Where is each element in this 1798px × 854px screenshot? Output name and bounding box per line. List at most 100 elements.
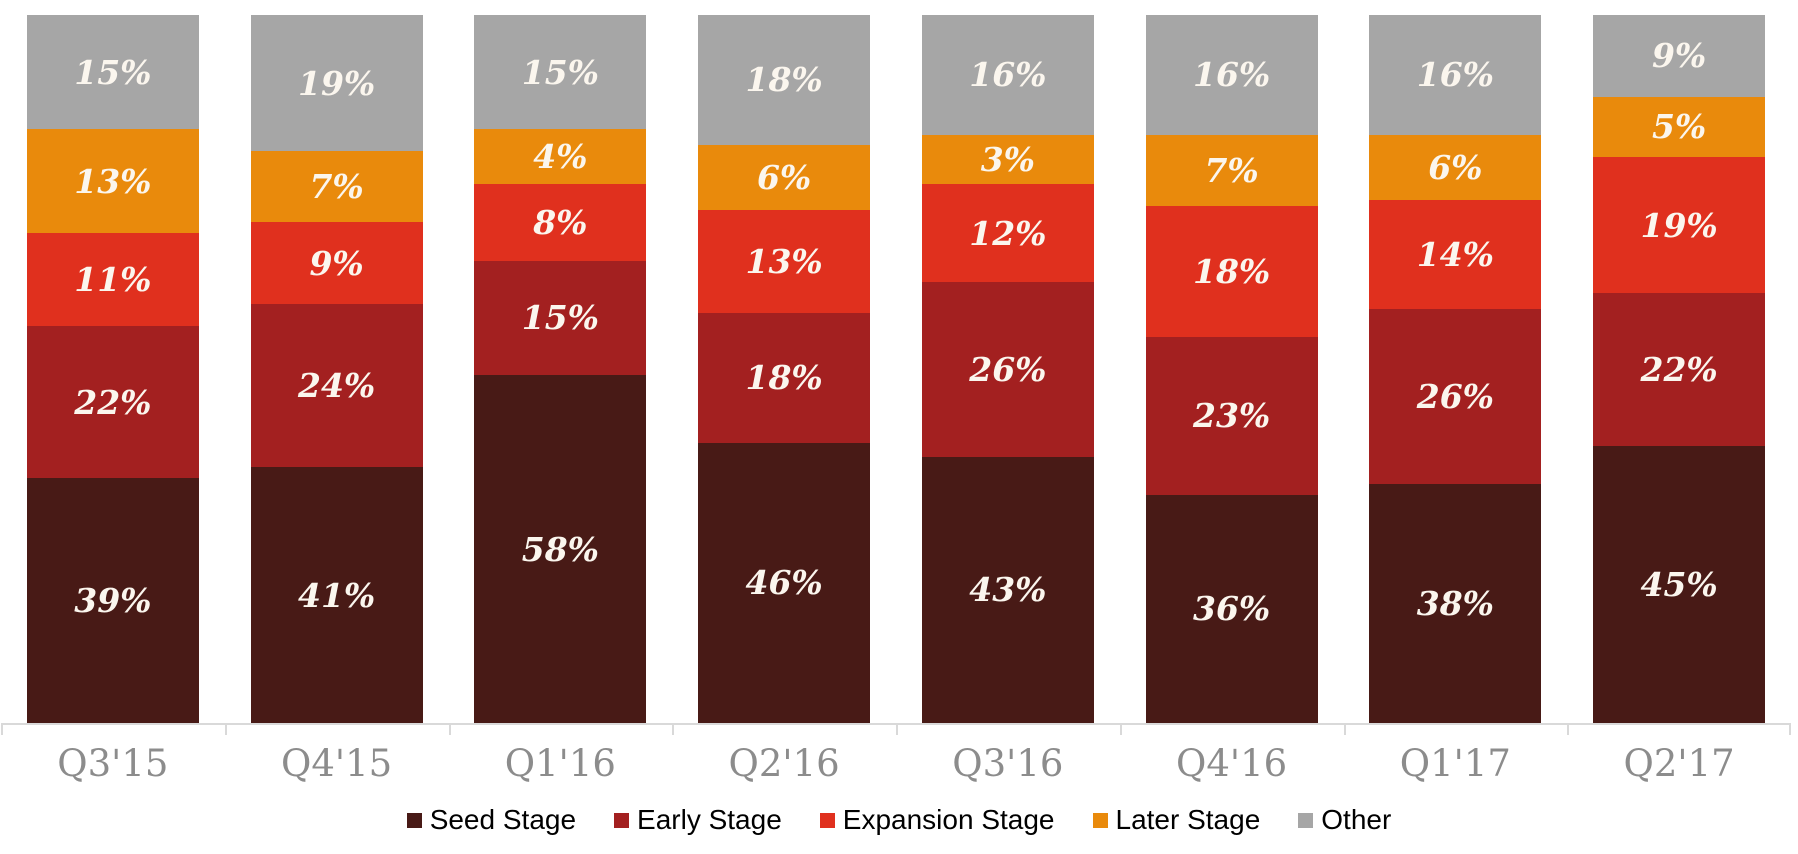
segment-value-label: 18% xyxy=(745,358,823,398)
bar-segment-seed-stage: 38% xyxy=(1369,483,1542,723)
stacked-bar: 46% 18% 13% 6% 18% xyxy=(698,15,871,723)
axis-tick xyxy=(1343,723,1346,735)
stacked-bar: 45% 22% 19% 5% 9% xyxy=(1593,15,1766,723)
bar-column-q216: 46% 18% 13% 6% 18% xyxy=(672,15,896,723)
bar-segment-seed-stage: 43% xyxy=(921,456,1094,723)
stacked-bar: 58% 15% 8% 4% 15% xyxy=(474,15,647,723)
segment-value-label: 36% xyxy=(1192,589,1271,629)
bar-segment-later-stage: 7% xyxy=(250,151,423,223)
bar-segment-later-stage: 7% xyxy=(1145,134,1318,206)
legend-swatch-icon xyxy=(1298,812,1314,828)
bar-segment-early-stage: 22% xyxy=(26,325,199,479)
segment-value-label: 15% xyxy=(74,52,152,92)
bar-segment-other: 15% xyxy=(474,15,647,130)
legend-item-early-stage: Early Stage xyxy=(614,806,782,834)
legend-item-expansion-stage: Expansion Stage xyxy=(819,804,1055,835)
bar-segment-expansion-stage: 14% xyxy=(1369,200,1542,310)
bar-segment-other: 18% xyxy=(698,15,871,145)
segment-value-label: 6% xyxy=(756,157,812,197)
bar-segment-expansion-stage: 9% xyxy=(250,222,423,305)
bar-segment-other: 15% xyxy=(26,15,199,130)
bar-segment-early-stage: 26% xyxy=(1369,309,1542,484)
axis-tick xyxy=(1567,723,1570,735)
bar-segment-later-stage: 6% xyxy=(1369,134,1542,201)
segment-value-label: 7% xyxy=(1204,150,1259,190)
segment-value-label: 5% xyxy=(1651,107,1707,147)
segment-value-label: 3% xyxy=(980,140,1036,180)
bar-column-q316: 43% 26% 12% 3% 16% xyxy=(896,15,1120,723)
category-label: Q2'17 xyxy=(1623,742,1735,785)
segment-value-label: 22% xyxy=(1640,349,1718,389)
legend-label: Early Stage xyxy=(637,804,782,835)
bar-column-q416: 36% 23% 18% 7% 16% xyxy=(1120,15,1344,723)
category-label: Q1'16 xyxy=(504,742,616,785)
segment-value-label: 15% xyxy=(521,298,600,338)
segment-value-label: 4% xyxy=(533,137,588,177)
bar-segment-early-stage: 23% xyxy=(1145,336,1318,495)
axis-tick xyxy=(448,723,451,735)
bar-segment-early-stage: 15% xyxy=(474,260,647,376)
bar-segment-expansion-stage: 19% xyxy=(1593,157,1766,294)
legend-label: Seed Stage xyxy=(429,804,577,835)
bar-segment-seed-stage: 39% xyxy=(26,478,199,723)
bar-segment-early-stage: 24% xyxy=(250,304,423,468)
segment-value-label: 23% xyxy=(1192,396,1271,436)
stacked-bar: 39% 22% 11% 13% 15% xyxy=(26,15,199,723)
segment-value-label: 8% xyxy=(533,202,588,242)
bar-segment-later-stage: 13% xyxy=(26,129,199,234)
axis-tick xyxy=(1789,723,1791,735)
plot-area: 39% 22% 11% 13% 15% 41% 24% 9% 7% 19% 58% 15% 8% 4% 15… xyxy=(1,15,1791,723)
legend-label: Later Stage xyxy=(1115,804,1261,835)
legend-item-seed-stage: Seed Stage xyxy=(406,804,577,835)
bar-segment-early-stage: 26% xyxy=(921,282,1094,457)
legend-swatch-icon xyxy=(1092,812,1108,828)
bar-segment-seed-stage: 45% xyxy=(1593,445,1766,723)
segment-value-label: 7% xyxy=(309,167,364,207)
bar-segment-seed-stage: 46% xyxy=(698,442,871,723)
bar-segment-expansion-stage: 8% xyxy=(474,184,647,261)
segment-value-label: 18% xyxy=(745,60,823,100)
bar-segment-other: 16% xyxy=(1369,15,1542,135)
bar-segment-other: 19% xyxy=(250,15,423,152)
bar-segment-seed-stage: 41% xyxy=(250,467,423,723)
bar-segment-later-stage: 4% xyxy=(474,129,647,185)
bar-segment-early-stage: 22% xyxy=(1593,293,1766,446)
bar-segment-early-stage: 18% xyxy=(698,312,871,443)
bar-segment-other: 9% xyxy=(1593,15,1766,97)
bar-segment-later-stage: 6% xyxy=(698,144,871,211)
segment-value-label: 38% xyxy=(1416,583,1495,623)
segment-value-label: 39% xyxy=(74,581,152,621)
category-label: Q3'15 xyxy=(57,742,169,785)
legend-item-later-stage: Later Stage xyxy=(1092,804,1261,835)
axis-tick xyxy=(1119,723,1122,735)
segment-value-label: 24% xyxy=(297,366,376,406)
bar-column-q116: 58% 15% 8% 4% 15% xyxy=(449,15,673,723)
segment-value-label: 16% xyxy=(1192,55,1271,95)
segment-value-label: 26% xyxy=(969,349,1047,389)
segment-value-label: 11% xyxy=(74,259,152,299)
segment-value-label: 18% xyxy=(1192,251,1271,291)
bar-segment-other: 16% xyxy=(921,15,1094,135)
axis-tick xyxy=(224,723,227,735)
axis-tick xyxy=(1,723,3,735)
segment-value-label: 13% xyxy=(745,241,823,281)
segment-value-label: 16% xyxy=(969,55,1047,95)
bar-column-q217: 45% 22% 19% 5% 9% xyxy=(1567,15,1791,723)
legend-label: Expansion Stage xyxy=(842,804,1055,835)
legend-swatch-icon xyxy=(614,812,630,828)
stacked-bar: 36% 23% 18% 7% 16% xyxy=(1145,15,1318,723)
chart-legend: Seed Stage Early Stage Expansion Stage Late… xyxy=(0,806,1798,834)
axis-tick xyxy=(896,723,898,735)
segment-value-label: 26% xyxy=(1416,377,1495,417)
legend-label: Other xyxy=(1321,804,1392,835)
segment-value-label: 19% xyxy=(1640,205,1718,245)
bar-segment-expansion-stage: 11% xyxy=(26,233,199,326)
category-label: Q2'16 xyxy=(728,742,840,785)
category-label: Q1'17 xyxy=(1399,742,1511,785)
category-label: Q4'16 xyxy=(1176,742,1288,785)
bar-segment-seed-stage: 36% xyxy=(1145,494,1318,723)
stacked-bar: 43% 26% 12% 3% 16% xyxy=(921,15,1094,723)
category-label: Q3'16 xyxy=(952,742,1064,785)
segment-value-label: 22% xyxy=(74,382,152,422)
